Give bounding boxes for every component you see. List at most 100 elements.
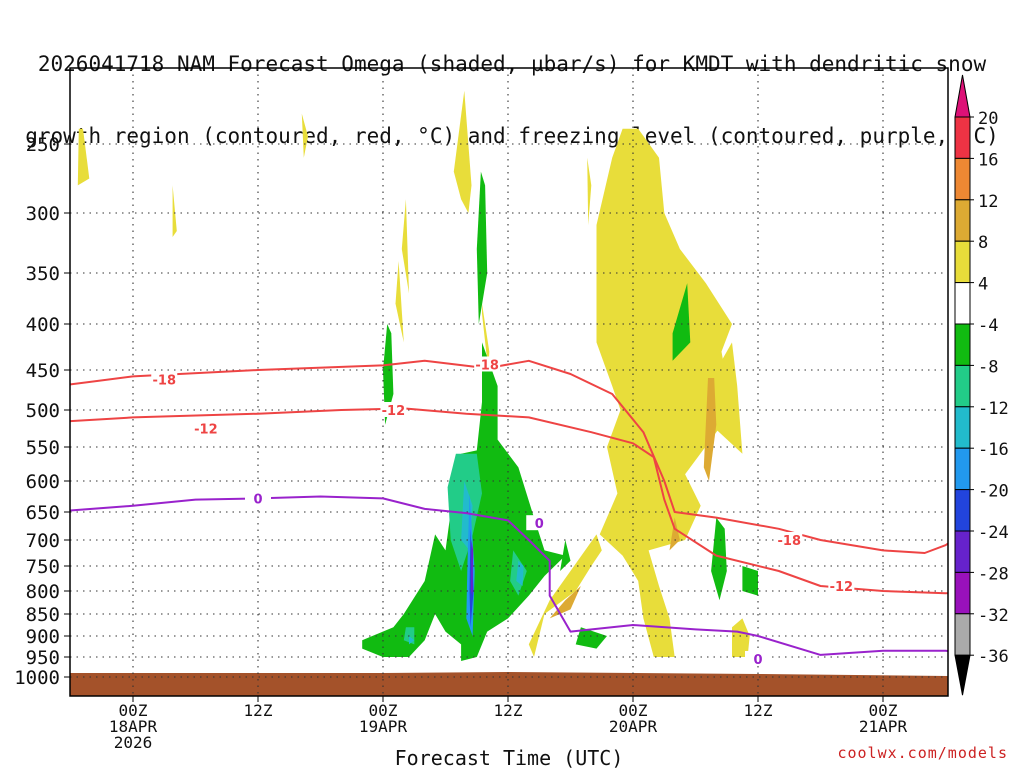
y-axis: 2503003504004505005506006507007508008509… <box>14 134 70 689</box>
x-tick-label: 18APR <box>109 717 158 736</box>
colorbar-label: -24 <box>978 523 1009 543</box>
contour-label-bg <box>245 490 271 506</box>
title-line-1: 2026041718 NAM Forecast Omega (shaded, µ… <box>37 52 987 76</box>
omega-region <box>669 517 680 551</box>
contour-label-bg <box>151 371 178 387</box>
y-tick-label: 450 <box>26 360 60 382</box>
omega-region <box>77 128 90 186</box>
colorbar-label: 20 <box>978 109 998 129</box>
colorbar-segment <box>954 323 971 366</box>
y-tick-label: 550 <box>26 437 60 459</box>
contour-label-bg <box>474 356 501 372</box>
omega-region <box>476 171 488 324</box>
colorbar-segment <box>954 571 971 615</box>
colorbar-label: -36 <box>978 647 1009 667</box>
omega-region <box>732 618 750 657</box>
colorbar-label: 8 <box>978 233 988 253</box>
colorbar-segment <box>954 240 971 284</box>
x-tick-label: 12Z <box>244 701 273 720</box>
colorbar-label: -4 <box>978 316 998 336</box>
x-tick-label: 19APR <box>359 717 408 736</box>
surface-terrain <box>70 672 948 696</box>
contour-label: -18 <box>153 374 177 389</box>
contour-label-bg <box>526 515 553 531</box>
omega-region <box>711 517 727 601</box>
plot-frame <box>69 67 949 697</box>
colorbar-segment <box>954 489 971 532</box>
x-tick-label: 20APR <box>609 717 658 736</box>
colorbar-label: 4 <box>978 275 988 295</box>
colorbar-bottom-arrow <box>954 654 971 696</box>
colorbar-label: 16 <box>978 150 998 170</box>
colorbar-label: -12 <box>978 399 1009 419</box>
contour-label: -18 <box>778 534 802 549</box>
y-tick-label: 650 <box>26 502 60 524</box>
omega-region <box>596 128 732 658</box>
y-tick-label: 700 <box>26 530 60 552</box>
contour-label: -12 <box>830 580 854 595</box>
colorbar-segment <box>954 199 971 242</box>
colorbar-label: 12 <box>978 192 998 212</box>
omega-region <box>703 378 717 481</box>
contour-line <box>70 359 948 554</box>
contour-label-bg <box>828 578 855 593</box>
colorbar-segment <box>954 530 971 573</box>
x-tick-label: 00Z <box>869 701 898 720</box>
contour-label-bg <box>776 532 803 547</box>
x-tick-label: 12Z <box>494 701 523 720</box>
surface-area <box>70 672 948 696</box>
y-tick-label: 350 <box>26 263 60 285</box>
contour-label-bg <box>380 402 407 417</box>
colorbar-label: -32 <box>978 606 1009 626</box>
omega-region <box>471 540 474 596</box>
y-tick-label: 800 <box>26 581 60 603</box>
omega-region <box>301 113 308 158</box>
omega-region <box>401 199 409 294</box>
colorbar-label: -28 <box>978 564 1009 584</box>
y-tick-label: 1000 <box>14 667 60 689</box>
contour-label: 0 <box>253 492 262 507</box>
omega-region <box>672 283 691 361</box>
x-tick-label: 12Z <box>744 701 773 720</box>
credit-text: coolwx.com/models <box>837 744 1008 762</box>
colorbar-segment <box>954 282 971 325</box>
omega-region <box>587 157 592 225</box>
contour-label-bg <box>745 651 771 666</box>
y-tick-label: 600 <box>26 471 60 493</box>
x-tick-label: 21APR <box>859 717 908 736</box>
contour-line <box>70 407 948 595</box>
colorbar-label: -16 <box>978 440 1009 460</box>
colorbar: 20 16 12 8 4 -4 -8 -12 -16 -20 -24 -28 -32 -36 <box>954 74 1009 696</box>
contour-label: -12 <box>194 423 218 438</box>
colorbar-label: -20 <box>978 482 1009 502</box>
x-tick-label: 00Z <box>619 701 648 720</box>
y-tick-label: 400 <box>26 314 60 336</box>
y-tick-label: 950 <box>26 647 60 669</box>
omega-region <box>711 342 743 454</box>
contour-label: -18 <box>475 358 499 373</box>
colorbar-segment <box>954 116 971 159</box>
omega-shading <box>77 90 758 661</box>
omega-region <box>172 185 177 237</box>
omega-region <box>395 261 404 343</box>
omega-region <box>575 627 607 649</box>
colorbar-segment <box>954 613 971 656</box>
x-tick-label: 00Z <box>369 701 398 720</box>
colorbar-segment <box>954 447 971 491</box>
omega-region <box>742 566 758 596</box>
contour-label: -12 <box>382 404 406 419</box>
x-tick-label: 00Z <box>119 701 148 720</box>
omega-region <box>383 324 394 425</box>
contour-label: 0 <box>753 653 762 668</box>
omega-region <box>560 540 571 571</box>
omega-region <box>528 534 602 657</box>
colorbar-top-arrow <box>954 74 971 118</box>
omega-region <box>516 560 524 586</box>
contour-label: 0 <box>535 517 544 532</box>
colorbar-label: -8 <box>978 357 998 377</box>
colorbar-segment <box>954 157 971 201</box>
x-tick-label: 2026 <box>114 733 153 752</box>
y-tick-label: 300 <box>26 203 60 225</box>
